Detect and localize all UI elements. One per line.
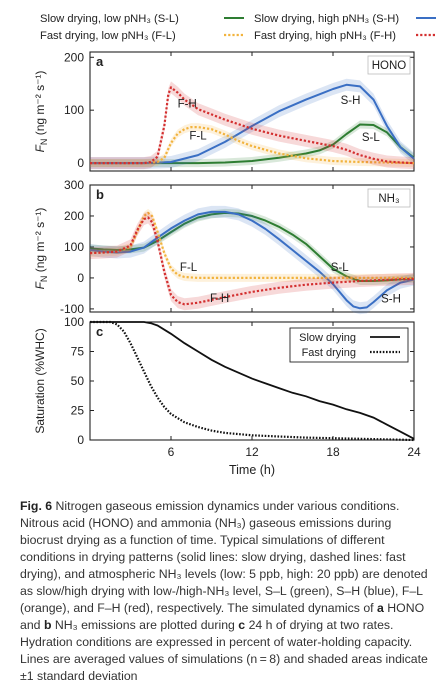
panel-a-hono: 0 100 200 a FN (ng m⁻² s⁻¹) HONO F-H F-L S-H S-L xyxy=(33,50,415,172)
figure-caption: Fig. 6 Nitrogen gaseous emission dynamic… xyxy=(20,498,434,685)
panel-tag-box xyxy=(367,55,411,75)
y-tick-label: 200 xyxy=(64,209,84,223)
y-tick-label: 0 xyxy=(77,271,84,285)
y-tick-label: 75 xyxy=(71,345,85,359)
saturation-legend-label-fast: Fast drying xyxy=(302,347,356,359)
panel-c-saturation: 0 25 50 75 100 c Saturation (%WHC) 6 12 18 24 Time … xyxy=(33,315,421,477)
y-tick-label: 25 xyxy=(71,404,85,418)
series-annotation-f-h: F-H xyxy=(210,293,229,305)
y-label-sub: N xyxy=(39,276,49,283)
series-band-s-h xyxy=(90,205,414,315)
y-tick-label: 200 xyxy=(64,50,84,64)
caption-label: Fig. 6 xyxy=(20,499,53,513)
panel-letter: b xyxy=(96,187,104,202)
legend-label-s-h: Slow drying, high pNH₃ (S-H) xyxy=(254,13,399,25)
series-annotation-s-l: S-L xyxy=(331,262,350,274)
caption-text: Nitrogen gaseous emission dynamics under… xyxy=(20,499,428,615)
saturation-legend-label-slow: Slow drying xyxy=(299,332,356,344)
y-label-unit: (ng m⁻² s⁻¹) xyxy=(33,71,47,139)
panel-tag: HONO xyxy=(372,60,407,72)
caption-text-c: 24 h of drying at two rates. Hydration c… xyxy=(20,617,428,683)
series-annotation-f-l: F-L xyxy=(189,130,207,142)
legend-label-s-l: Slow drying, low pNH₃ (S-L) xyxy=(40,13,179,25)
y-tick-label: 0 xyxy=(77,433,84,447)
series-band-s-h xyxy=(90,78,414,170)
series-line-f-l xyxy=(90,126,415,165)
series-line-s-h xyxy=(90,83,415,165)
series-line-s-h xyxy=(89,210,415,310)
series-band-f-l xyxy=(90,208,414,282)
series-line-s-l xyxy=(90,123,415,165)
caption-text-b: NH₃ emissions are plotted during xyxy=(54,617,235,632)
caption-text-a: HONO and xyxy=(20,600,425,632)
x-tick-label: 18 xyxy=(326,445,340,459)
y-axis-label: FN (ng m⁻² s⁻¹) xyxy=(33,71,49,153)
series-band-s-l xyxy=(90,208,414,285)
panel-b-nh3: -100 0 100 200 300 b FN (ng m⁻² s⁻¹) NH₃ F-L F-H S… xyxy=(33,178,415,316)
y-label-sub: N xyxy=(39,139,49,146)
y-tick-label: 100 xyxy=(64,240,84,254)
series-band-f-h xyxy=(90,211,414,311)
series-annotation-s-h: S-H xyxy=(341,95,361,107)
legend-label-f-h: Fast drying, high pNH₃ (F-H) xyxy=(254,30,396,42)
y-label-f: F xyxy=(33,281,47,289)
panel-tag-box xyxy=(367,188,411,208)
series-line-slow xyxy=(90,321,415,440)
caption-bold-b: b xyxy=(43,617,52,632)
x-tick-label: 12 xyxy=(245,445,259,459)
y-label-unit: (ng m⁻² s⁻¹) xyxy=(33,208,47,276)
series-annotation-s-h: S-H xyxy=(381,294,401,306)
series-annotation-s-l: S-L xyxy=(362,132,381,144)
x-tick-label: 6 xyxy=(168,445,175,459)
y-label-f: F xyxy=(33,144,47,152)
series-annotation-f-l: F-L xyxy=(180,262,198,274)
y-tick-label: 0 xyxy=(77,156,84,170)
y-tick-label: 50 xyxy=(71,374,85,388)
panel-tag: NH₃ xyxy=(378,193,400,205)
legend-label-f-l: Fast drying, low pNH₃ (F-L) xyxy=(40,30,176,42)
y-tick-label: 100 xyxy=(64,315,84,329)
y-axis-label: FN (ng m⁻² s⁻¹) xyxy=(33,208,49,290)
legend: Slow drying, low pNH₃ (S-L) Slow drying, … xyxy=(40,13,436,42)
y-tick-label: 300 xyxy=(64,178,84,192)
series-annotation-f-h: F-H xyxy=(178,99,197,111)
caption-bold-c: c xyxy=(238,617,246,632)
y-tick-label: -100 xyxy=(60,302,84,316)
figure: Slow drying, low pNH₃ (S-L) Slow drying, … xyxy=(33,13,436,477)
caption-bold-a: a xyxy=(377,600,384,615)
series-line-f-h xyxy=(90,86,415,165)
y-axis-label: Saturation (%WHC) xyxy=(33,328,47,433)
x-tick-label: 24 xyxy=(407,445,421,459)
panel-letter: c xyxy=(96,324,103,339)
y-tick-label: 100 xyxy=(64,103,84,117)
x-axis-label: Time (h) xyxy=(229,463,275,477)
series-line-fast xyxy=(90,320,415,442)
saturation-legend-box xyxy=(289,327,409,363)
panel-letter: a xyxy=(96,54,104,69)
series-line-f-h xyxy=(89,216,415,306)
